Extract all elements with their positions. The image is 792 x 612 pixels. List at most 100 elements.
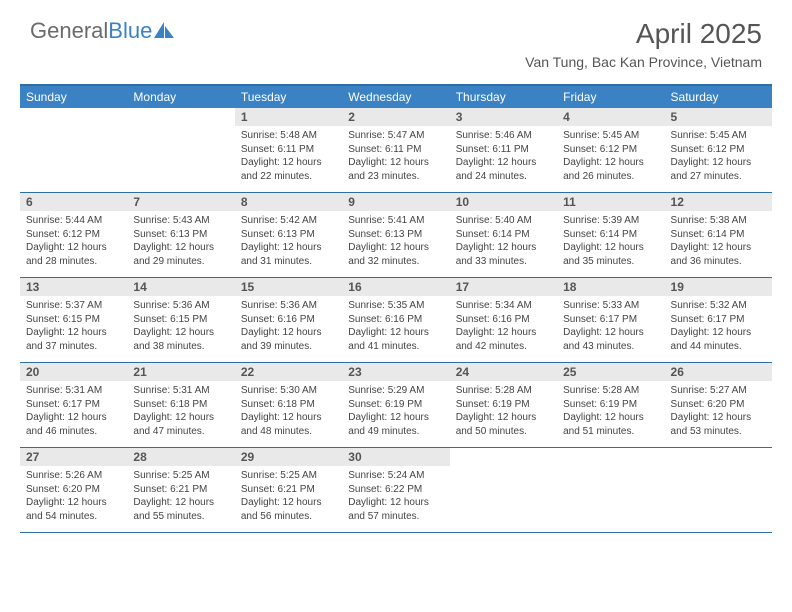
day-number: 21 xyxy=(127,363,234,381)
sunset-text: Sunset: 6:19 PM xyxy=(563,398,658,412)
sunrise-text: Sunrise: 5:28 AM xyxy=(456,384,551,398)
sunrise-text: Sunrise: 5:35 AM xyxy=(348,299,443,313)
day-body: Sunrise: 5:27 AMSunset: 6:20 PMDaylight:… xyxy=(665,381,772,443)
sunset-text: Sunset: 6:18 PM xyxy=(241,398,336,412)
daylight-text: Daylight: 12 hours and 48 minutes. xyxy=(241,411,336,438)
week-row: 13Sunrise: 5:37 AMSunset: 6:15 PMDayligh… xyxy=(20,278,772,363)
sunset-text: Sunset: 6:14 PM xyxy=(563,228,658,242)
daylight-text: Daylight: 12 hours and 46 minutes. xyxy=(26,411,121,438)
day-body: Sunrise: 5:44 AMSunset: 6:12 PMDaylight:… xyxy=(20,211,127,273)
location-text: Van Tung, Bac Kan Province, Vietnam xyxy=(525,54,762,70)
sunset-text: Sunset: 6:19 PM xyxy=(456,398,551,412)
day-cell: 30Sunrise: 5:24 AMSunset: 6:22 PMDayligh… xyxy=(342,448,449,532)
daylight-text: Daylight: 12 hours and 50 minutes. xyxy=(456,411,551,438)
day-cell: 21Sunrise: 5:31 AMSunset: 6:18 PMDayligh… xyxy=(127,363,234,447)
daylight-text: Daylight: 12 hours and 55 minutes. xyxy=(133,496,228,523)
week-row: 6Sunrise: 5:44 AMSunset: 6:12 PMDaylight… xyxy=(20,193,772,278)
sunrise-text: Sunrise: 5:31 AM xyxy=(133,384,228,398)
daylight-text: Daylight: 12 hours and 24 minutes. xyxy=(456,156,551,183)
daylight-text: Daylight: 12 hours and 42 minutes. xyxy=(456,326,551,353)
day-body: Sunrise: 5:26 AMSunset: 6:20 PMDaylight:… xyxy=(20,466,127,528)
sunrise-text: Sunrise: 5:33 AM xyxy=(563,299,658,313)
weekday-header: Saturday xyxy=(665,86,772,108)
day-cell xyxy=(127,108,234,192)
day-body: Sunrise: 5:24 AMSunset: 6:22 PMDaylight:… xyxy=(342,466,449,528)
day-body: Sunrise: 5:35 AMSunset: 6:16 PMDaylight:… xyxy=(342,296,449,358)
sunset-text: Sunset: 6:17 PM xyxy=(671,313,766,327)
sunset-text: Sunset: 6:14 PM xyxy=(671,228,766,242)
day-body: Sunrise: 5:33 AMSunset: 6:17 PMDaylight:… xyxy=(557,296,664,358)
sunrise-text: Sunrise: 5:31 AM xyxy=(26,384,121,398)
day-cell: 18Sunrise: 5:33 AMSunset: 6:17 PMDayligh… xyxy=(557,278,664,362)
day-number: 11 xyxy=(557,193,664,211)
sunrise-text: Sunrise: 5:39 AM xyxy=(563,214,658,228)
day-number xyxy=(127,108,234,112)
sunset-text: Sunset: 6:16 PM xyxy=(241,313,336,327)
daylight-text: Daylight: 12 hours and 57 minutes. xyxy=(348,496,443,523)
day-body: Sunrise: 5:39 AMSunset: 6:14 PMDaylight:… xyxy=(557,211,664,273)
day-number: 30 xyxy=(342,448,449,466)
sunrise-text: Sunrise: 5:25 AM xyxy=(133,469,228,483)
week-row: 27Sunrise: 5:26 AMSunset: 6:20 PMDayligh… xyxy=(20,448,772,533)
day-cell: 10Sunrise: 5:40 AMSunset: 6:14 PMDayligh… xyxy=(450,193,557,277)
day-number xyxy=(665,448,772,452)
sunrise-text: Sunrise: 5:29 AM xyxy=(348,384,443,398)
daylight-text: Daylight: 12 hours and 37 minutes. xyxy=(26,326,121,353)
sunrise-text: Sunrise: 5:37 AM xyxy=(26,299,121,313)
day-cell xyxy=(20,108,127,192)
sunrise-text: Sunrise: 5:36 AM xyxy=(133,299,228,313)
day-number: 6 xyxy=(20,193,127,211)
day-cell: 17Sunrise: 5:34 AMSunset: 6:16 PMDayligh… xyxy=(450,278,557,362)
sunset-text: Sunset: 6:17 PM xyxy=(563,313,658,327)
day-number xyxy=(20,108,127,112)
day-cell: 4Sunrise: 5:45 AMSunset: 6:12 PMDaylight… xyxy=(557,108,664,192)
day-cell: 8Sunrise: 5:42 AMSunset: 6:13 PMDaylight… xyxy=(235,193,342,277)
sunrise-text: Sunrise: 5:28 AM xyxy=(563,384,658,398)
day-cell: 11Sunrise: 5:39 AMSunset: 6:14 PMDayligh… xyxy=(557,193,664,277)
day-cell xyxy=(665,448,772,532)
day-number: 24 xyxy=(450,363,557,381)
day-number: 2 xyxy=(342,108,449,126)
sunrise-text: Sunrise: 5:48 AM xyxy=(241,129,336,143)
day-number: 20 xyxy=(20,363,127,381)
day-number: 18 xyxy=(557,278,664,296)
logo: GeneralBlue xyxy=(30,18,176,44)
sunrise-text: Sunrise: 5:27 AM xyxy=(671,384,766,398)
day-cell: 25Sunrise: 5:28 AMSunset: 6:19 PMDayligh… xyxy=(557,363,664,447)
day-cell: 16Sunrise: 5:35 AMSunset: 6:16 PMDayligh… xyxy=(342,278,449,362)
day-cell: 26Sunrise: 5:27 AMSunset: 6:20 PMDayligh… xyxy=(665,363,772,447)
day-cell: 15Sunrise: 5:36 AMSunset: 6:16 PMDayligh… xyxy=(235,278,342,362)
logo-sail-icon xyxy=(154,22,176,38)
weekday-header: Thursday xyxy=(450,86,557,108)
day-number: 13 xyxy=(20,278,127,296)
day-cell xyxy=(557,448,664,532)
weekday-header: Sunday xyxy=(20,86,127,108)
day-body: Sunrise: 5:43 AMSunset: 6:13 PMDaylight:… xyxy=(127,211,234,273)
day-body: Sunrise: 5:36 AMSunset: 6:15 PMDaylight:… xyxy=(127,296,234,358)
day-cell: 12Sunrise: 5:38 AMSunset: 6:14 PMDayligh… xyxy=(665,193,772,277)
daylight-text: Daylight: 12 hours and 22 minutes. xyxy=(241,156,336,183)
sunset-text: Sunset: 6:13 PM xyxy=(133,228,228,242)
sunrise-text: Sunrise: 5:32 AM xyxy=(671,299,766,313)
day-cell: 22Sunrise: 5:30 AMSunset: 6:18 PMDayligh… xyxy=(235,363,342,447)
title-block: April 2025 Van Tung, Bac Kan Province, V… xyxy=(525,18,762,70)
day-number: 22 xyxy=(235,363,342,381)
day-number: 9 xyxy=(342,193,449,211)
sunrise-text: Sunrise: 5:25 AM xyxy=(241,469,336,483)
day-cell: 3Sunrise: 5:46 AMSunset: 6:11 PMDaylight… xyxy=(450,108,557,192)
daylight-text: Daylight: 12 hours and 27 minutes. xyxy=(671,156,766,183)
week-row: 1Sunrise: 5:48 AMSunset: 6:11 PMDaylight… xyxy=(20,108,772,193)
day-number: 14 xyxy=(127,278,234,296)
sunset-text: Sunset: 6:18 PM xyxy=(133,398,228,412)
daylight-text: Daylight: 12 hours and 44 minutes. xyxy=(671,326,766,353)
daylight-text: Daylight: 12 hours and 26 minutes. xyxy=(563,156,658,183)
day-number: 28 xyxy=(127,448,234,466)
day-number: 12 xyxy=(665,193,772,211)
sunset-text: Sunset: 6:13 PM xyxy=(241,228,336,242)
day-number: 26 xyxy=(665,363,772,381)
week-row: 20Sunrise: 5:31 AMSunset: 6:17 PMDayligh… xyxy=(20,363,772,448)
sunrise-text: Sunrise: 5:26 AM xyxy=(26,469,121,483)
daylight-text: Daylight: 12 hours and 29 minutes. xyxy=(133,241,228,268)
day-cell: 2Sunrise: 5:47 AMSunset: 6:11 PMDaylight… xyxy=(342,108,449,192)
day-number: 10 xyxy=(450,193,557,211)
